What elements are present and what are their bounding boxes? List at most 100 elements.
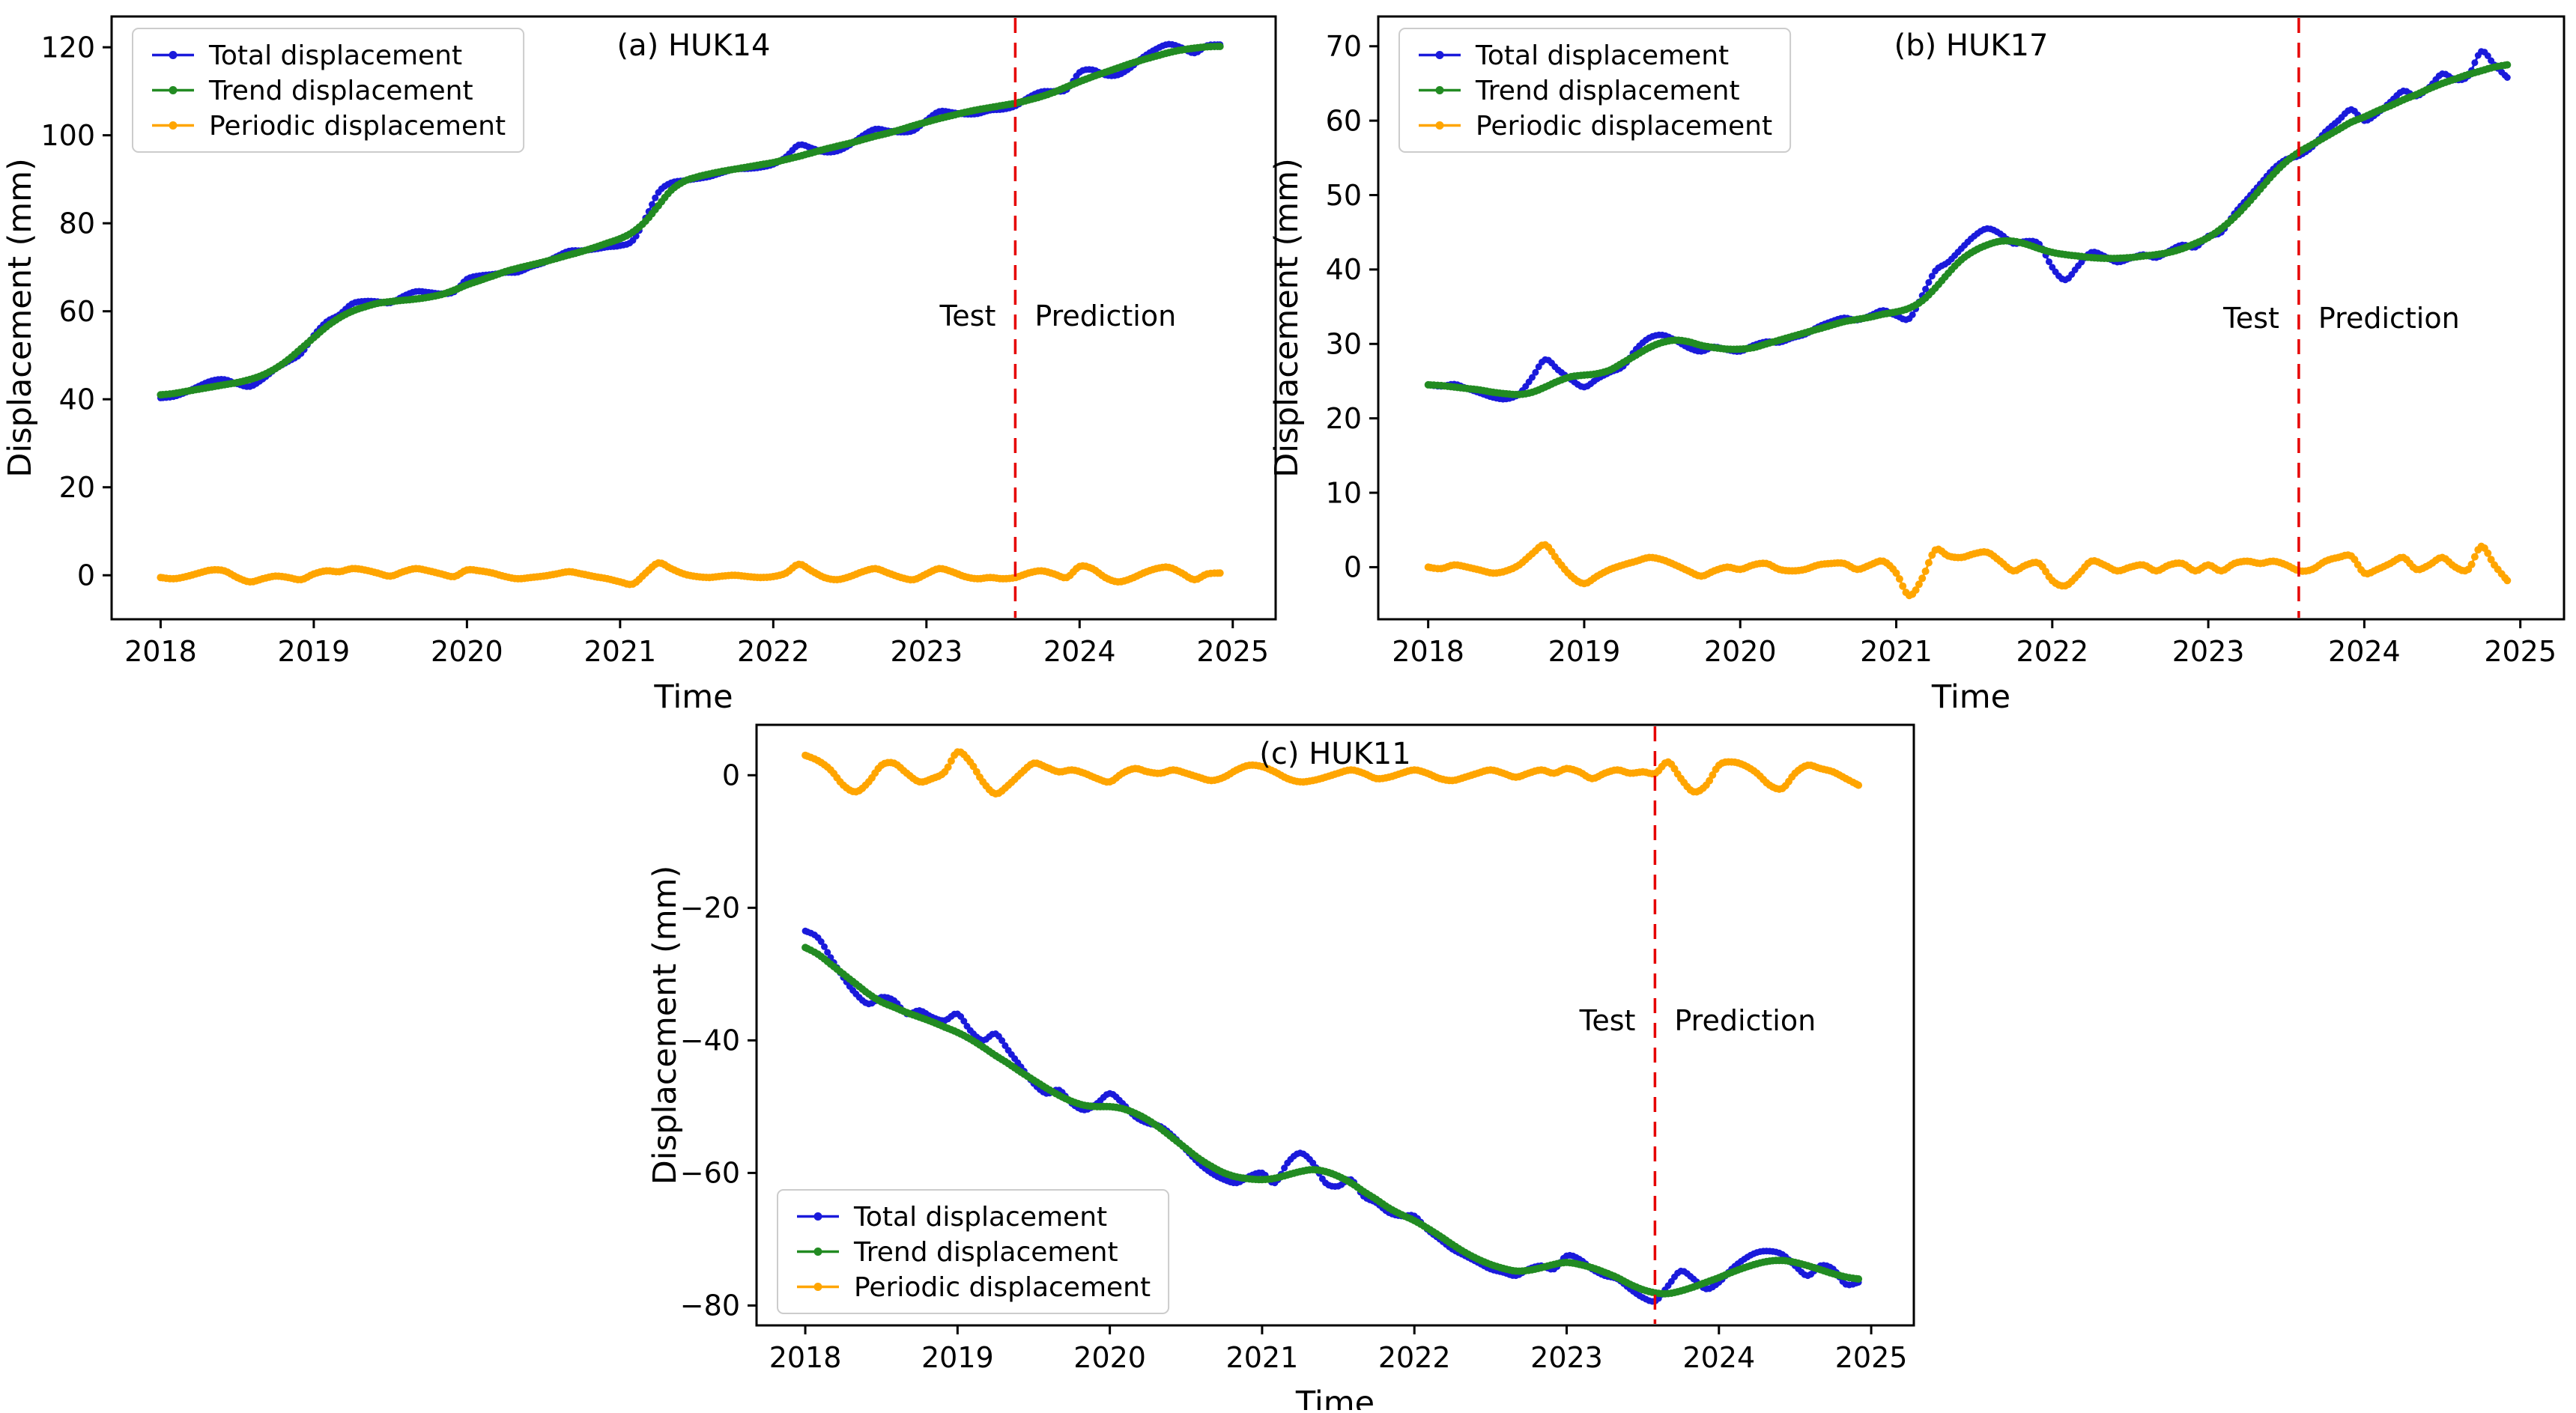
x-axis-label: Time bbox=[1931, 678, 2010, 716]
x-tick-label: 2018 bbox=[1392, 635, 1464, 668]
x-tick-label: 2019 bbox=[921, 1341, 994, 1374]
legend-marker-dot bbox=[169, 51, 178, 59]
plot-area bbox=[157, 40, 1224, 589]
annotation-test: Test bbox=[1579, 1004, 1636, 1037]
legend-item-trend-displacement: Trend displacement bbox=[1419, 76, 1740, 106]
series-periodic-displacement bbox=[801, 748, 1863, 798]
legend-marker-dot bbox=[813, 1212, 822, 1221]
plot-area bbox=[1424, 48, 2512, 600]
y-tick-label: 0 bbox=[77, 559, 95, 592]
series-periodic-displacement bbox=[1424, 541, 2512, 600]
x-tick-label: 2021 bbox=[584, 635, 656, 668]
legend-label: Total displacement bbox=[1475, 40, 1729, 71]
x-tick-label: 2024 bbox=[1682, 1341, 1755, 1374]
y-tick-label: 70 bbox=[1326, 30, 1362, 63]
y-tick-label: 0 bbox=[1344, 551, 1362, 584]
legend-marker-dot bbox=[813, 1283, 822, 1291]
legend-label: Periodic displacement bbox=[209, 111, 506, 142]
y-tick-label: −80 bbox=[680, 1289, 740, 1322]
y-tick-label: 50 bbox=[1326, 179, 1362, 212]
series-trend-displacement bbox=[1424, 61, 2512, 398]
x-axis-label: Time bbox=[1295, 1385, 1375, 1410]
x-tick-label: 2018 bbox=[124, 635, 197, 668]
legend-marker-dot bbox=[169, 86, 178, 94]
legend-item-periodic-displacement: Periodic displacement bbox=[1419, 111, 1772, 142]
x-tick-label: 2023 bbox=[890, 635, 963, 668]
legend: Total displacement Trend displacement Peri… bbox=[132, 28, 525, 153]
y-tick-label: 60 bbox=[59, 295, 95, 328]
x-axis: 2018 2019 2020 2021 2022 2023 2024 2025 bbox=[769, 1325, 1908, 1374]
legend-marker-dot bbox=[1435, 51, 1444, 59]
legend-label: Total displacement bbox=[853, 1202, 1107, 1233]
series-trend-displacement bbox=[157, 43, 1224, 399]
axes-spines bbox=[755, 723, 1915, 1327]
y-tick-label: 20 bbox=[1326, 402, 1362, 435]
x-tick-label: 2022 bbox=[2016, 635, 2088, 668]
legend-label: Trend displacement bbox=[1475, 76, 1740, 106]
annotation-prediction: Prediction bbox=[1674, 1004, 1816, 1037]
legend-label: Trend displacement bbox=[853, 1237, 1118, 1268]
x-tick-label: 2021 bbox=[1226, 1341, 1299, 1374]
y-tick-label: 20 bbox=[59, 471, 95, 504]
x-tick-label: 2023 bbox=[1530, 1341, 1603, 1374]
legend-label: Trend displacement bbox=[208, 76, 473, 106]
y-axis-label: Displacement (mm) bbox=[646, 866, 684, 1185]
x-tick-label: 2020 bbox=[1073, 1341, 1146, 1374]
legend-label: Periodic displacement bbox=[1476, 111, 1772, 142]
annotation-test: Test bbox=[939, 300, 996, 332]
x-axis: 2018 2019 2020 2021 2022 2023 2024 2025 bbox=[1392, 619, 2557, 668]
x-tick-label: 2019 bbox=[278, 635, 351, 668]
chart-title: (c) HUK11 bbox=[1259, 737, 1410, 771]
legend: Total displacement Trend displacement Peri… bbox=[777, 1189, 1170, 1314]
y-tick-label: 100 bbox=[40, 119, 95, 152]
x-tick-label: 2018 bbox=[769, 1341, 842, 1374]
x-tick-label: 2020 bbox=[431, 635, 503, 668]
legend-marker-dot bbox=[813, 1248, 822, 1256]
x-axis: 2018 2019 2020 2021 2022 2023 2024 2025 bbox=[124, 619, 1269, 668]
x-tick-label: 2022 bbox=[737, 635, 810, 668]
y-tick-label: 60 bbox=[1326, 104, 1362, 137]
y-tick-label: −20 bbox=[680, 892, 740, 925]
x-tick-label: 2023 bbox=[2172, 635, 2245, 668]
x-tick-label: 2025 bbox=[1835, 1341, 1908, 1374]
y-tick-label: −60 bbox=[680, 1157, 740, 1190]
legend-item-total-displacement: Total displacement bbox=[1419, 40, 1729, 71]
x-tick-label: 2025 bbox=[2484, 635, 2557, 668]
legend-label: Total displacement bbox=[208, 40, 462, 71]
y-tick-label: 0 bbox=[722, 759, 740, 792]
legend-label: Periodic displacement bbox=[854, 1272, 1151, 1303]
x-tick-label: 2024 bbox=[1043, 635, 1116, 668]
x-tick-label: 2020 bbox=[1704, 635, 1777, 668]
legend-item-periodic-displacement: Periodic displacement bbox=[152, 111, 506, 142]
series-trend-displacement bbox=[801, 943, 1863, 1298]
x-tick-label: 2021 bbox=[1860, 635, 1933, 668]
annotation-prediction: Prediction bbox=[1034, 300, 1176, 332]
x-axis-label: Time bbox=[653, 678, 733, 716]
y-axis: −80 −60 −40 −20 0 bbox=[680, 759, 757, 1322]
y-tick-label: 120 bbox=[40, 31, 95, 64]
y-tick-label: 80 bbox=[59, 207, 95, 240]
legend-item-periodic-displacement: Periodic displacement bbox=[797, 1272, 1151, 1303]
axes-spines bbox=[110, 15, 1277, 621]
legend-item-total-displacement: Total displacement bbox=[797, 1202, 1107, 1233]
legend: Total displacement Trend displacement Peri… bbox=[1398, 28, 1792, 153]
y-tick-label: 10 bbox=[1326, 476, 1362, 509]
chart-title: (b) HUK17 bbox=[1894, 28, 2049, 63]
x-tick-label: 2019 bbox=[1548, 635, 1621, 668]
y-tick-label: 30 bbox=[1326, 328, 1362, 361]
legend-item-trend-displacement: Trend displacement bbox=[152, 76, 473, 106]
axes-spines bbox=[1377, 15, 2566, 621]
y-axis-label: Displacement (mm) bbox=[1268, 158, 1306, 478]
chart-title: (a) HUK14 bbox=[617, 28, 771, 63]
y-tick-label: 40 bbox=[1326, 253, 1362, 286]
y-tick-label: −40 bbox=[680, 1024, 740, 1057]
legend-item-total-displacement: Total displacement bbox=[152, 40, 462, 71]
legend-marker-dot bbox=[169, 121, 178, 130]
x-tick-label: 2025 bbox=[1196, 635, 1269, 668]
legend-item-trend-displacement: Trend displacement bbox=[797, 1237, 1118, 1268]
